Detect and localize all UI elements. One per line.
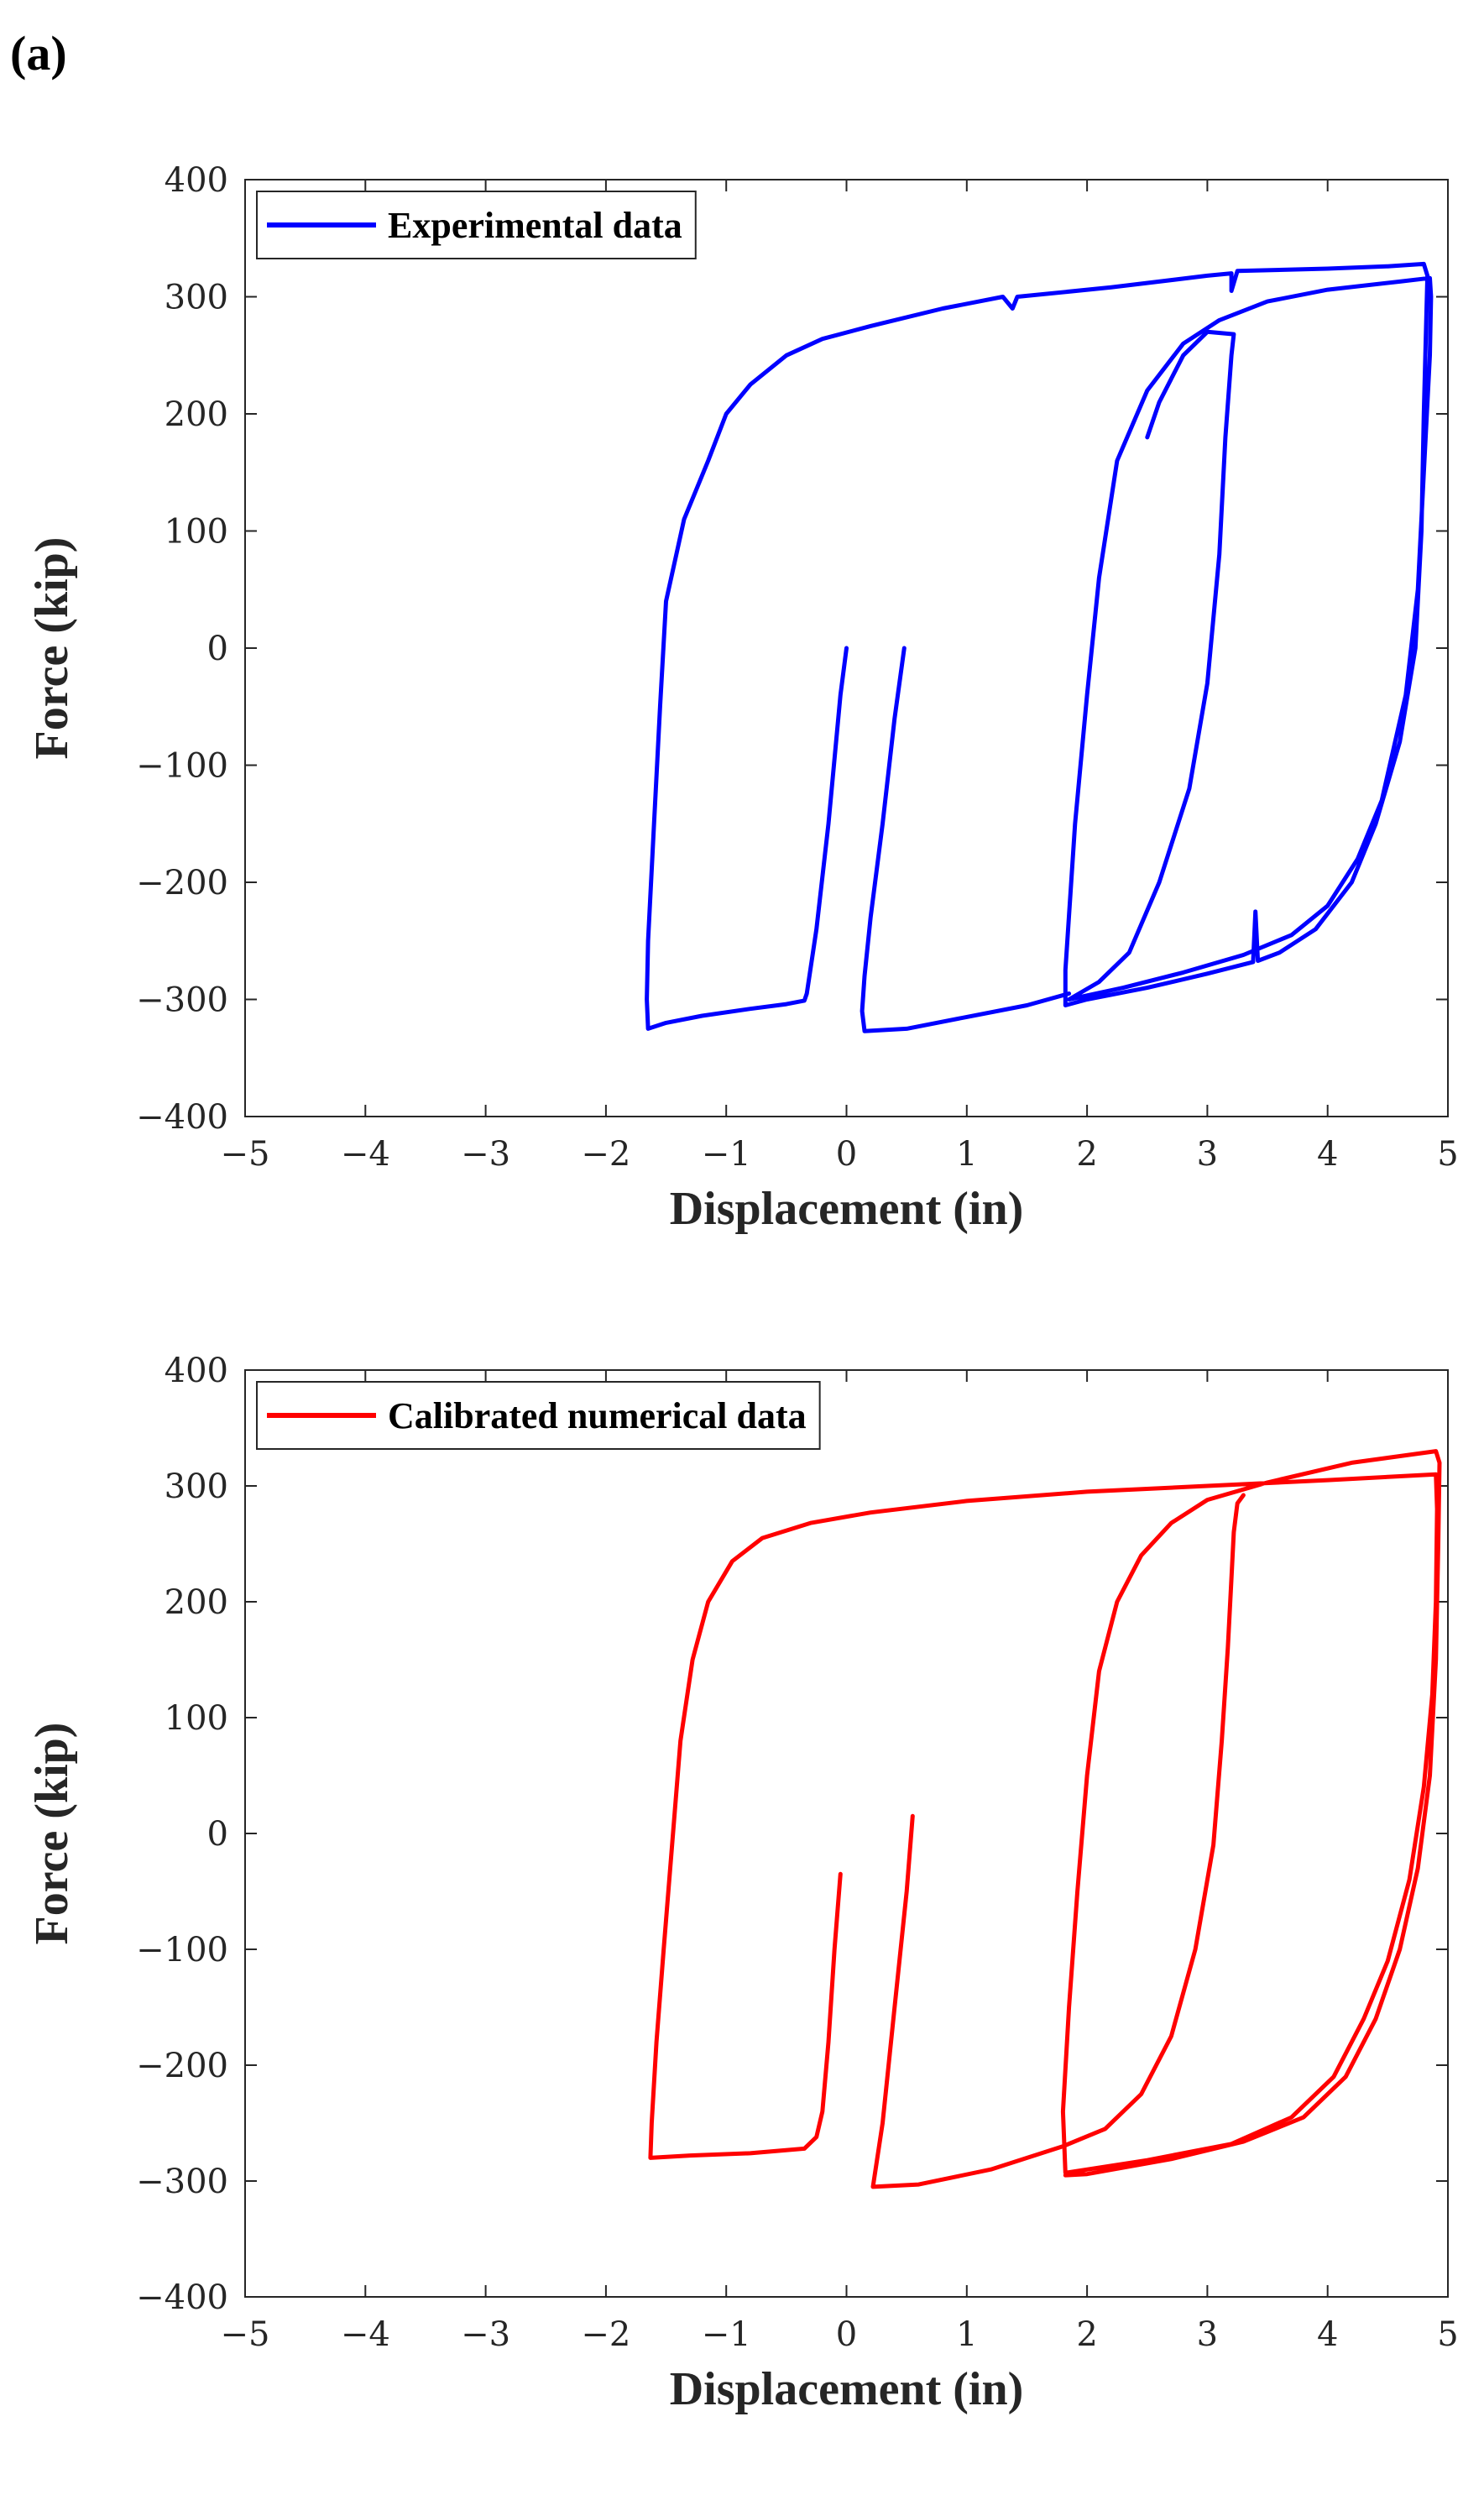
x-tick-label: 0 [836,1135,857,1174]
y-tick-label: −400 [136,1098,228,1137]
y-tick-label: −100 [136,1931,228,1969]
legend-label: Calibrated numerical data [388,1395,807,1436]
x-axis-title: Displacement (in) [670,1183,1024,1235]
x-tick-label: 4 [1317,2315,1338,2354]
x-tick-label: 1 [956,2315,977,2354]
legend-label: Experimental data [388,205,682,246]
series-line-0-segment-0 [645,261,1434,1031]
series-line-0-segment-1 [860,646,1072,1033]
x-tick-label: −5 [221,1135,270,1174]
y-tick-label: 300 [165,279,228,317]
x-tick-label: −3 [461,2315,510,2354]
x-tick-label: 2 [1076,1135,1097,1174]
y-tick-label: 100 [165,1699,228,1738]
y-tick-label: −400 [136,2278,228,2317]
x-tick-label: 3 [1197,1135,1218,1174]
chart-panel-numerical: −5 −4 −3 −2 −1 0 1 2 3 4 5 400 300 200 100 0 −100 −200 −30… [26,1352,1459,2415]
y-tick-label: −200 [136,2047,228,2085]
x-tick-label: 1 [956,1135,977,1174]
x-tick-label: 4 [1317,1135,1338,1174]
x-tick-label: −1 [702,2315,751,2354]
y-tick-label: 100 [165,513,228,552]
x-tick-label: −4 [341,1135,390,1174]
x-tick-label: 0 [836,2315,857,2354]
figure-label: (a) [10,26,67,81]
chart-panel-experimental: −5 −4 −3 −2 −1 0 1 2 3 4 5 400 300 200 100 0 −100 −200 −30… [26,161,1459,1235]
y-axis-title: Force (kip) [26,537,78,760]
x-tick-label: 3 [1197,2315,1218,2354]
x-tick-label: −4 [341,2315,390,2354]
y-tick-label: 200 [165,1583,228,1622]
y-tick-label: −100 [136,747,228,786]
y-tick-label: −300 [136,2163,228,2201]
y-tick-label: 300 [165,1467,228,1506]
x-tick-label: 5 [1437,1135,1458,1174]
x-tick-label: −2 [581,1135,630,1174]
x-tick-label: 5 [1437,2315,1458,2354]
y-tick-label: 0 [207,630,228,668]
series-line-0-segment-1 [870,1493,1246,2189]
y-axis-title: Force (kip) [26,1723,78,1945]
y-tick-label: 200 [165,395,228,434]
y-tick-label: 400 [165,1352,228,1390]
y-tick-label: 400 [165,161,228,200]
x-axis-title: Displacement (in) [670,2363,1024,2415]
x-tick-label: 2 [1076,2315,1097,2354]
y-tick-label: −300 [136,981,228,1020]
plot-area [244,1369,1449,2298]
series-line-0-segment-0 [648,1449,1442,2178]
x-tick-label: −1 [702,1135,751,1174]
x-tick-label: −3 [461,1135,510,1174]
y-tick-label: −200 [136,864,228,902]
x-tick-label: −2 [581,2315,630,2354]
y-tick-label: 0 [207,1815,228,1854]
x-tick-label: −5 [221,2315,270,2354]
